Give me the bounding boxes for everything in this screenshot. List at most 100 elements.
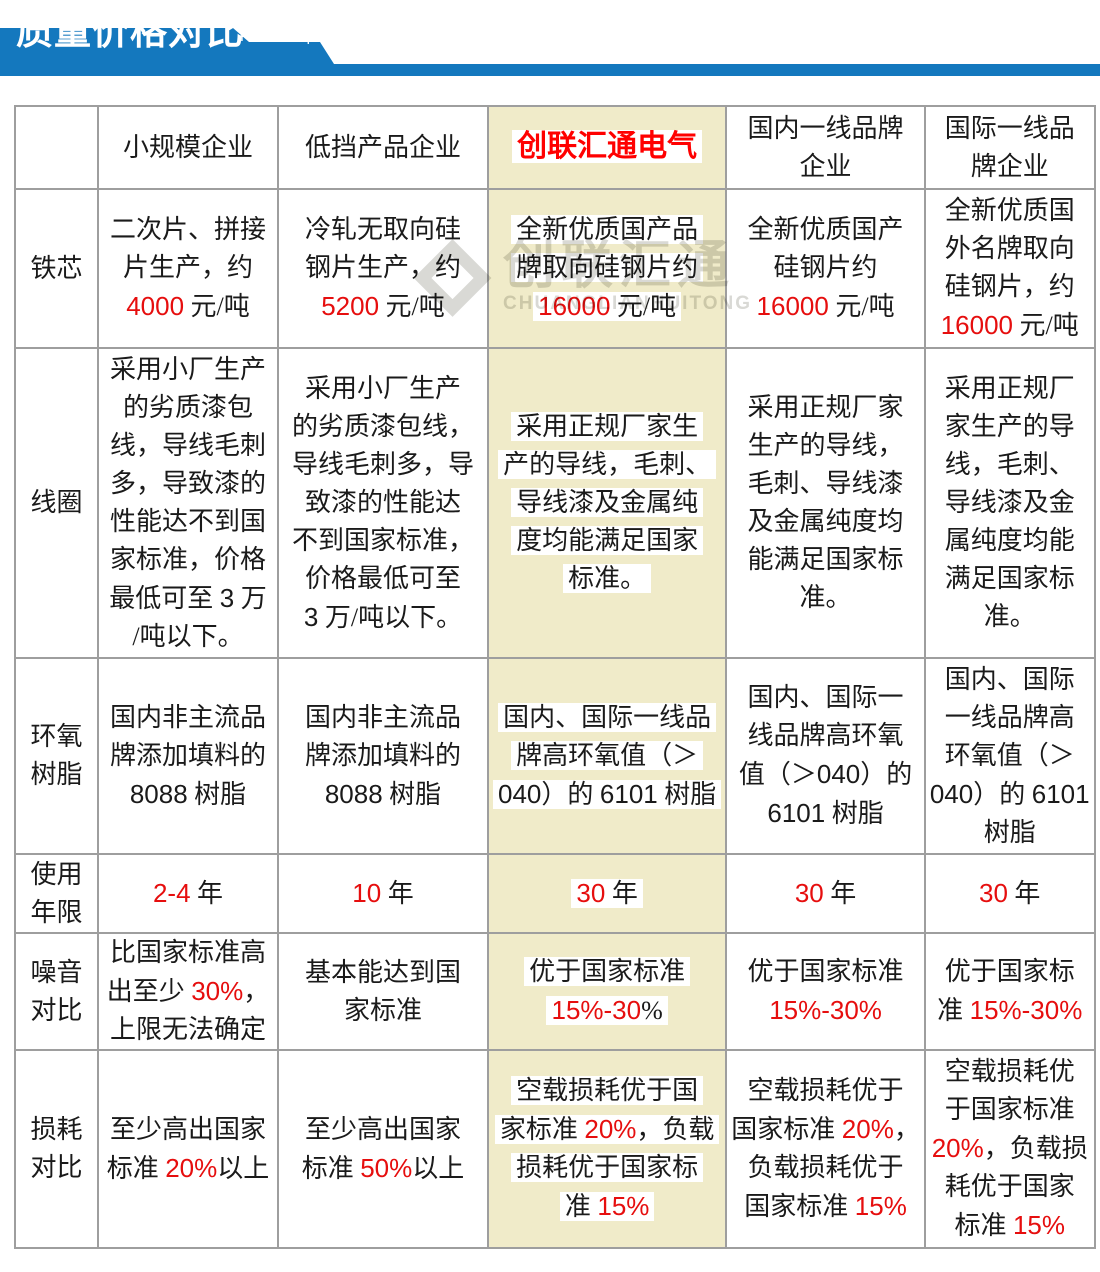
cell-line: 8088 树脂 bbox=[103, 775, 273, 814]
value-text: 耗优于国家 bbox=[944, 1172, 1075, 1201]
value-text: 铁芯 bbox=[30, 253, 83, 283]
table-cell-brand: 全新优质国产品 牌取向硅钢片约 16000 元/吨 bbox=[486, 188, 728, 349]
value-text: 空载损耗优于 bbox=[747, 1076, 904, 1105]
value-text: 损耗优于国家标 bbox=[516, 1153, 699, 1182]
value-text: 元/吨 bbox=[610, 292, 677, 321]
value-text: 树脂 bbox=[382, 779, 442, 809]
cell-line: 牌企业 bbox=[930, 148, 1090, 186]
value-text: 优于国家标 bbox=[944, 957, 1075, 986]
row-label: 噪音 对比 bbox=[14, 932, 99, 1051]
value-text: 于国家标准 bbox=[944, 1095, 1075, 1124]
cell-line: 线品牌高环氧 bbox=[731, 717, 920, 755]
value-red: 2-4 bbox=[152, 878, 191, 908]
table-cell: 2-4 年 bbox=[97, 853, 279, 934]
cell-line: 准。 bbox=[930, 598, 1090, 636]
value-text: 优于国家标准 bbox=[747, 957, 904, 986]
cell-line: 耗优于国家 bbox=[930, 1168, 1090, 1206]
cell-line: 硅钢片，约 bbox=[930, 268, 1090, 306]
cell-line: 3 万/吨以下。 bbox=[283, 598, 483, 637]
cell-line: 企业 bbox=[731, 148, 920, 186]
value-text: 上限无法确定 bbox=[109, 1015, 266, 1044]
value-text: 不到国家标准， bbox=[291, 525, 474, 555]
cell-line: 家标准 20%，负载 bbox=[493, 1110, 721, 1149]
value-text: 6101 bbox=[767, 798, 826, 828]
value-text: 年 bbox=[823, 879, 857, 908]
value-red: 15%-30% bbox=[769, 995, 882, 1025]
value-text: ， bbox=[893, 1115, 920, 1144]
value-text: 比国家标准高 bbox=[109, 938, 266, 967]
value-text: 环氧值（＞ bbox=[944, 740, 1075, 770]
cell-line: 导线毛刺多，导 bbox=[283, 446, 483, 484]
value-red: 20% bbox=[931, 1133, 984, 1163]
cell-line: 空载损耗优 bbox=[930, 1053, 1090, 1091]
value-red: 4000 bbox=[126, 291, 185, 321]
value-text: 准。 bbox=[799, 583, 852, 612]
cell-line: 标准 20%以上 bbox=[103, 1149, 273, 1188]
value-red: 16000 bbox=[756, 291, 829, 321]
value-text: 家生产的导 bbox=[944, 412, 1075, 441]
value-red: 30 bbox=[794, 878, 824, 908]
table-cell: 至少高出国家 标准 20%以上 bbox=[97, 1049, 279, 1249]
cell-line: 国内非主流品 bbox=[103, 699, 273, 737]
cell-line: 2-4 年 bbox=[103, 874, 273, 913]
value-text: 年 bbox=[381, 879, 414, 908]
cell-line: 国家标准 20%， bbox=[731, 1110, 920, 1149]
value-red: 20% bbox=[584, 1114, 637, 1144]
cell-line: 国内、国际一线品 bbox=[493, 699, 721, 737]
column-header: 国际一线品 牌企业 bbox=[923, 105, 1096, 190]
row-label: 损耗 对比 bbox=[14, 1049, 99, 1249]
cell-line: 准。 bbox=[731, 579, 920, 617]
value-text: 损耗 bbox=[30, 1115, 83, 1144]
cell-line: 准 15%-30% bbox=[930, 991, 1090, 1030]
value-text: 采用小厂生产 bbox=[304, 373, 461, 403]
value-text: ）的 bbox=[860, 760, 913, 789]
table-row: 线圈 采用小厂生产 的劣质漆包 线，导线毛刺 多，导致漆的 性能达不到国 家标准，价格 最低可… bbox=[14, 347, 1096, 659]
value-text: 家标准，价格 bbox=[109, 544, 266, 574]
value-text: 040 bbox=[498, 778, 542, 809]
cell-line: 全新优质国产品 bbox=[493, 211, 721, 249]
value-text: 年 bbox=[1007, 879, 1041, 908]
cell-line: 及金属纯度均 bbox=[731, 503, 920, 541]
cell-line: 采用正规厂 bbox=[930, 370, 1090, 408]
cell-line: 15%-30% bbox=[493, 991, 721, 1030]
value-text: 年限 bbox=[30, 897, 83, 927]
value-text: 树脂 bbox=[983, 817, 1036, 847]
value-text: 低挡产品企业 bbox=[304, 132, 461, 162]
value-text: 最低可至 bbox=[109, 583, 220, 613]
column-header: 低挡产品企业 bbox=[277, 105, 489, 190]
value-text: 国内、国际 bbox=[944, 664, 1075, 694]
value-text: 标准 bbox=[106, 1153, 166, 1183]
value-text: 树脂 bbox=[657, 779, 717, 809]
cell-line: 家生产的导 bbox=[930, 408, 1090, 446]
value-text: 万/吨以下。 bbox=[318, 602, 463, 632]
value-text: 准 bbox=[937, 996, 970, 1025]
value-text: 及金属纯度均 bbox=[747, 507, 904, 536]
cell-line: 15%-30% bbox=[731, 991, 920, 1030]
value-red: 16000 bbox=[940, 310, 1013, 340]
cell-line: 国内非主流品 bbox=[283, 699, 483, 737]
value-text: 树脂 bbox=[187, 779, 247, 809]
column-header: 国内一线品牌 企业 bbox=[725, 105, 926, 190]
table-cell: 全新优质国产 硅钢片约 16000 元/吨 bbox=[725, 188, 926, 349]
cell-line: 30 年 bbox=[930, 874, 1090, 913]
cell-line: 的劣质漆包 bbox=[103, 389, 273, 427]
cell-line: 采用小厂生产 bbox=[283, 370, 483, 408]
corner-cell bbox=[14, 105, 99, 190]
value-text: 导线漆及金属纯 bbox=[516, 488, 699, 517]
table-cell-brand: 国内、国际一线品 牌高环氧值（＞ 040）的 6101 树脂 bbox=[486, 657, 728, 855]
cell-line: 满足国家标 bbox=[930, 560, 1090, 598]
value-text: 导线漆及金 bbox=[944, 488, 1075, 517]
value-text: 的劣质漆包线， bbox=[291, 411, 474, 441]
value-text: 一线品牌高 bbox=[944, 702, 1075, 732]
table-cell-brand: 空载损耗优于国 家标准 20%，负载 损耗优于国家标准 15% bbox=[486, 1049, 728, 1249]
value-text: 牌添加填料的 bbox=[304, 740, 461, 770]
cell-line: 冷轧无取向硅 bbox=[283, 211, 483, 249]
value-text: ）的 bbox=[973, 779, 1032, 809]
value-text: 以上 bbox=[412, 1153, 465, 1183]
cell-line: 5200 元/吨 bbox=[283, 287, 483, 326]
value-red: 15% bbox=[597, 1191, 650, 1221]
table-cell: 全新优质国 外名牌取向 硅钢片，约 16000 元/吨 bbox=[923, 188, 1096, 349]
cell-line: 低挡产品企业 bbox=[283, 129, 483, 167]
table-cell: 30 年 bbox=[725, 853, 926, 934]
cell-line: 国内一线品牌 bbox=[731, 110, 920, 148]
